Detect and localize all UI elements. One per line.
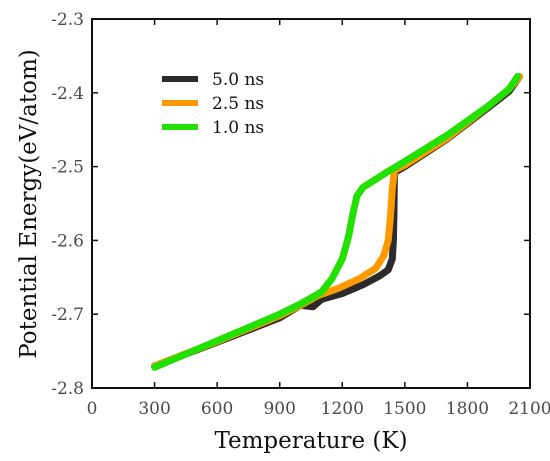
legend-label: 5.0 ns	[212, 70, 264, 90]
x-tick-label: 1200	[321, 399, 364, 419]
x-tick-label: 2100	[508, 399, 550, 419]
x-tick-label: 300	[138, 399, 170, 419]
y-tick-label: -2.5	[51, 158, 84, 178]
legend-label: 1.0 ns	[212, 118, 264, 138]
legend: 5.0 ns 2.5 ns 1.0 ns	[162, 70, 264, 138]
x-ticks: 0 300 600 900 1200 1500 1800 2100	[87, 19, 550, 419]
y-tick-label: -2.4	[51, 84, 84, 104]
x-tick-label: 1500	[383, 399, 426, 419]
legend-label: 2.5 ns	[212, 94, 264, 114]
x-tick-label: 600	[201, 399, 233, 419]
y-ticks: -2.8 -2.7 -2.6 -2.5 -2.4 -2.3	[51, 10, 530, 399]
x-tick-label: 1800	[446, 399, 489, 419]
y-axis-title: Potential Energy(eV/atom)	[16, 49, 42, 359]
x-tick-label: 0	[87, 399, 98, 419]
y-tick-label: -2.3	[51, 10, 84, 30]
series-layer	[151, 73, 524, 371]
x-axis-title: Temperature (K)	[214, 428, 407, 454]
y-tick-label: -2.7	[51, 305, 84, 325]
y-tick-label: -2.6	[51, 231, 84, 251]
series-line-1-0-ns	[151, 73, 521, 371]
y-tick-label: -2.8	[51, 379, 84, 399]
x-tick-label: 900	[263, 399, 295, 419]
plot-frame	[91, 18, 531, 389]
